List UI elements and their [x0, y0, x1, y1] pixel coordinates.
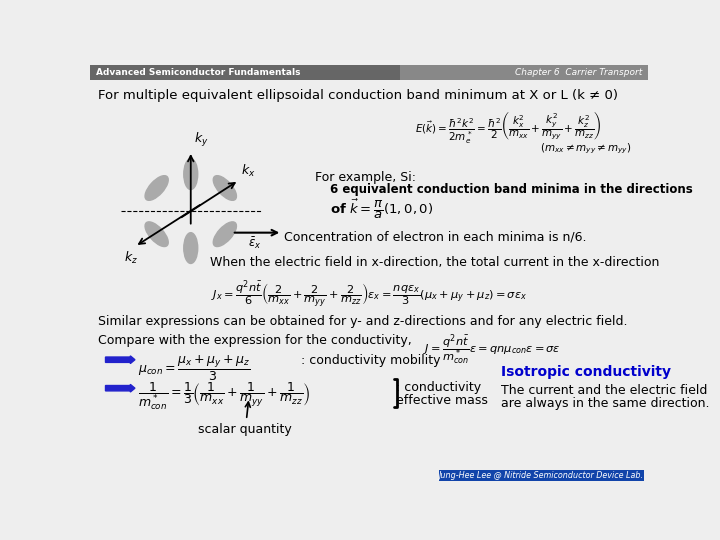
Text: scalar quantity: scalar quantity [199, 402, 292, 436]
Text: $\bar{\varepsilon}_x$: $\bar{\varepsilon}_x$ [248, 236, 262, 251]
Text: Jung-Hee Lee @ Nitride Semiconductor Device Lab.: Jung-Hee Lee @ Nitride Semiconductor Dev… [438, 471, 644, 480]
Bar [400, 65, 648, 80]
Text: $k_x$: $k_x$ [241, 163, 256, 179]
Ellipse shape [213, 222, 236, 247]
Text: are always in the same direction.: are always in the same direction. [500, 397, 709, 410]
Text: $J_x = \dfrac{q^2 n\bar{t}}{6}\left(\dfrac{2}{m_{xx}} + \dfrac{2}{m_{yy}} + \dfr: $J_x = \dfrac{q^2 n\bar{t}}{6}\left(\dfr… [211, 279, 527, 311]
Text: The current and the electric field: The current and the electric field [500, 384, 707, 397]
Text: 6 equivalent conduction band minima in the directions: 6 equivalent conduction band minima in t… [330, 184, 693, 197]
Text: $k_z$: $k_z$ [124, 249, 138, 266]
Text: When the electric field in x-direction, the total current in the x-direction: When the electric field in x-direction, … [210, 256, 660, 269]
Ellipse shape [213, 176, 236, 200]
Bar [438, 470, 644, 481]
Text: : conductivity mobility: : conductivity mobility [301, 354, 441, 367]
Text: effective mass: effective mass [396, 394, 488, 407]
Ellipse shape [145, 222, 168, 247]
Text: Chapter 6  Carrier Transport: Chapter 6 Carrier Transport [515, 68, 642, 77]
Text: $k_y$: $k_y$ [194, 132, 208, 150]
Text: of $\vec{k} = \dfrac{\pi}{a}(1,0,0)$: of $\vec{k} = \dfrac{\pi}{a}(1,0,0)$ [330, 197, 433, 221]
Text: $\mu_{con} = \dfrac{\mu_x + \mu_y + \mu_z}{3}$: $\mu_{con} = \dfrac{\mu_x + \mu_y + \mu_… [138, 354, 250, 383]
Text: Similar expressions can be obtained for y- and z-directions and for any electric: Similar expressions can be obtained for … [98, 315, 627, 328]
Text: Isotropic conductivity: Isotropic conductivity [500, 365, 671, 379]
Ellipse shape [145, 176, 168, 200]
Text: $\dfrac{1}{m_{con}^*} = \dfrac{1}{3}\left(\dfrac{1}{m_{xx}} + \dfrac{1}{m_{yy}} : $\dfrac{1}{m_{con}^*} = \dfrac{1}{3}\lef… [138, 381, 310, 412]
Text: $(m_{xx}\neq m_{yy} \neq m_{yy})$: $(m_{xx}\neq m_{yy} \neq m_{yy})$ [540, 142, 632, 156]
FancyArrow shape [106, 384, 135, 392]
Text: : conductivity: : conductivity [396, 381, 481, 394]
Ellipse shape [184, 159, 198, 190]
Bar [90, 65, 400, 80]
Text: For multiple equivalent ellipsoidal conduction band minimum at X or L (k ≠ 0): For multiple equivalent ellipsoidal cond… [98, 89, 618, 102]
Text: Concentration of electron in each minima is n/6.: Concentration of electron in each minima… [284, 231, 586, 244]
Text: $E(\vec{k}) = \dfrac{\hbar^2 k^2}{2m_e^*} = \dfrac{\hbar^2}{2}\left(\dfrac{k_x^2: $E(\vec{k}) = \dfrac{\hbar^2 k^2}{2m_e^*… [415, 110, 602, 146]
Text: Advanced Semiconductor Fundamentals: Advanced Semiconductor Fundamentals [96, 68, 301, 77]
Text: $J = \dfrac{q^2 n\bar{t}}{m_{con}^*}\varepsilon = qn\mu_{con}\varepsilon = \sigm: $J = \dfrac{q^2 n\bar{t}}{m_{con}^*}\var… [423, 332, 561, 367]
Ellipse shape [184, 233, 198, 264]
Text: For example, Si:: For example, Si: [315, 171, 415, 184]
FancyArrow shape [106, 356, 135, 363]
Text: Compare with the expression for the conductivity,: Compare with the expression for the cond… [98, 334, 412, 347]
